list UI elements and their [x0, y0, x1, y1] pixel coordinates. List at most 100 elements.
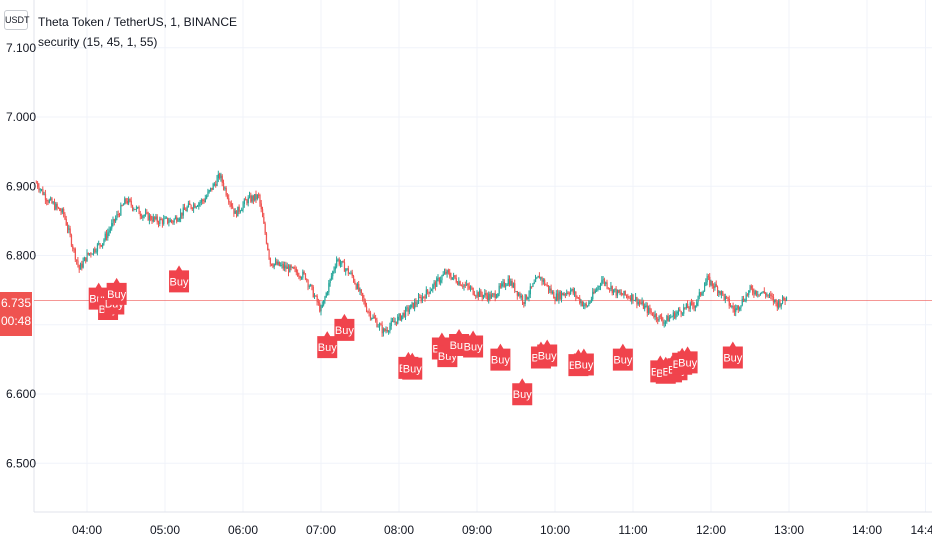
candle-body: [587, 305, 589, 307]
candle-body: [397, 316, 399, 324]
candle-body: [706, 276, 708, 283]
candle-body: [485, 293, 487, 296]
candle-body: [728, 298, 730, 306]
buy-signal-marker[interactable]: Buy: [512, 378, 533, 406]
candle-body: [366, 306, 368, 312]
candle-body: [481, 294, 483, 298]
buy-signal-marker[interactable]: Buy: [722, 341, 743, 369]
candle-body: [707, 276, 710, 277]
buy-label-bg: [722, 341, 743, 369]
candle-body: [446, 270, 448, 274]
candle-body: [259, 194, 261, 204]
candle-body: [723, 294, 725, 300]
candle-body: [258, 194, 260, 196]
candle-body: [138, 207, 140, 214]
candle-body: [241, 209, 243, 211]
candle-body: [213, 183, 216, 185]
candle-body: [116, 214, 118, 219]
candle-body: [440, 280, 442, 283]
candle-body: [558, 291, 560, 300]
candle-body: [122, 204, 125, 206]
candle-body: [522, 295, 524, 303]
candle-body: [758, 294, 760, 296]
buy-signal-marker[interactable]: Buy: [169, 265, 190, 293]
candle-body: [537, 275, 539, 278]
candle-body: [615, 288, 617, 296]
candle-body: [190, 204, 192, 208]
candle-body: [161, 219, 164, 224]
candle-body: [303, 271, 305, 274]
candle-body: [59, 208, 61, 211]
candle-body: [473, 294, 476, 296]
candle-body: [746, 294, 749, 296]
candle-body: [189, 203, 191, 205]
candle-body: [596, 289, 598, 291]
candle-body: [496, 296, 498, 299]
candle-body: [622, 294, 624, 296]
candle-body: [289, 265, 291, 273]
candle-body: [546, 285, 548, 286]
candle-body: [137, 207, 139, 208]
buy-signal-marker[interactable]: Buy: [537, 339, 558, 367]
candle-body: [489, 293, 491, 299]
candle-body: [483, 295, 485, 298]
candle-body: [399, 313, 401, 321]
buy-label-bg: [463, 330, 484, 358]
buy-signal-marker[interactable]: Buy: [612, 343, 633, 371]
candle-body: [770, 294, 772, 296]
candle-body: [782, 296, 784, 304]
candle-body: [754, 290, 756, 295]
candle-body: [506, 284, 508, 286]
candle-body: [238, 206, 240, 212]
candle-body: [368, 312, 370, 313]
candle-body: [561, 292, 563, 299]
candle-body: [710, 281, 712, 286]
candle-body: [72, 245, 74, 249]
candle-body: [226, 195, 229, 199]
candle-body: [143, 215, 145, 216]
candle-body: [111, 223, 113, 229]
candle-body: [193, 204, 195, 209]
candle-body: [649, 307, 651, 312]
candle-body: [94, 248, 96, 252]
candle-body: [715, 283, 717, 287]
buy-signal-marker[interactable]: Buy: [463, 330, 484, 358]
candle-body: [709, 276, 711, 286]
candle-body: [395, 321, 398, 324]
buy-signal-marker[interactable]: Buy: [573, 348, 594, 376]
candle-body: [311, 284, 313, 287]
candle-body: [345, 269, 347, 272]
currency-badge[interactable]: USDT: [4, 10, 30, 30]
candle-body: [753, 292, 755, 295]
buy-signal-marker[interactable]: Buy: [317, 331, 338, 359]
candle-body: [381, 325, 383, 334]
candle-body: [415, 301, 417, 305]
candle-body: [593, 291, 595, 293]
candle-body: [294, 268, 296, 270]
candle-body: [445, 271, 447, 274]
candle-body: [295, 268, 297, 273]
candle-body: [737, 305, 739, 310]
candle-body: [264, 223, 266, 234]
buy-signal-marker[interactable]: Buy: [490, 343, 511, 371]
candle-body: [720, 291, 723, 295]
bar-countdown: 00:48: [0, 314, 32, 328]
buy-signal-marker[interactable]: Buy: [677, 346, 698, 374]
candle-body: [639, 301, 641, 303]
buy-signal-marker[interactable]: Buy: [334, 313, 355, 341]
candle-body: [748, 290, 750, 295]
candle-body: [570, 290, 572, 294]
candle-body: [382, 328, 385, 334]
buy-signal-marker[interactable]: Buy: [402, 352, 423, 380]
candle-body: [293, 267, 295, 269]
candle-body: [602, 279, 604, 281]
candle-body: [108, 230, 110, 233]
candle-body: [369, 312, 372, 319]
candle-body: [215, 183, 217, 186]
candle-body: [652, 312, 654, 316]
candle-body: [297, 272, 299, 277]
x-tick-label: 13:00: [774, 523, 804, 537]
buy-signal-marker[interactable]: Buy: [106, 277, 127, 305]
indicator-label[interactable]: security (15, 45, 1, 55): [38, 35, 158, 49]
